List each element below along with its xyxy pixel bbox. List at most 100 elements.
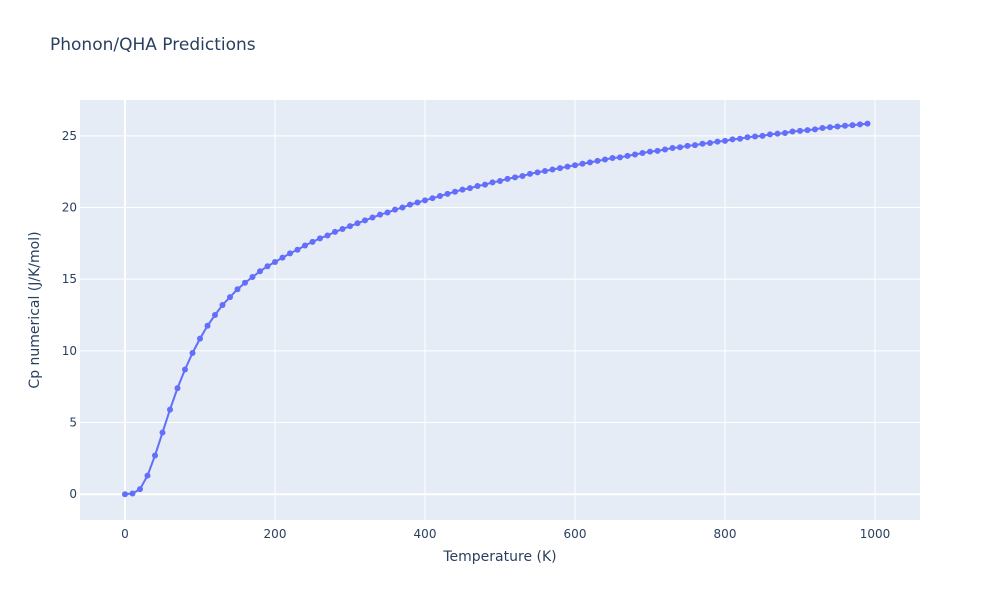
- data-point[interactable]: [332, 228, 338, 235]
- data-point[interactable]: [362, 217, 368, 224]
- data-point[interactable]: [159, 429, 166, 436]
- data-point[interactable]: [129, 490, 136, 497]
- data-point[interactable]: [422, 197, 428, 204]
- data-point[interactable]: [242, 279, 248, 286]
- data-point[interactable]: [234, 286, 241, 293]
- data-point[interactable]: [309, 238, 316, 245]
- data-point[interactable]: [767, 131, 773, 138]
- data-point[interactable]: [692, 142, 698, 149]
- data-point[interactable]: [167, 406, 173, 413]
- data-point[interactable]: [287, 250, 293, 257]
- data-point[interactable]: [849, 122, 856, 129]
- data-point[interactable]: [714, 138, 721, 145]
- data-point[interactable]: [729, 136, 736, 143]
- data-point[interactable]: [317, 235, 323, 242]
- data-point[interactable]: [489, 179, 496, 186]
- data-point[interactable]: [737, 135, 743, 142]
- data-point[interactable]: [834, 123, 841, 130]
- data-point[interactable]: [534, 169, 541, 176]
- data-point[interactable]: [429, 195, 436, 202]
- data-point[interactable]: [549, 166, 556, 173]
- data-point[interactable]: [347, 223, 353, 230]
- data-point[interactable]: [527, 170, 533, 177]
- data-point[interactable]: [399, 204, 406, 211]
- data-point[interactable]: [512, 174, 518, 181]
- data-point[interactable]: [504, 175, 511, 182]
- data-point[interactable]: [587, 159, 593, 166]
- data-point[interactable]: [617, 154, 623, 161]
- data-point[interactable]: [557, 165, 563, 172]
- data-point[interactable]: [227, 294, 233, 301]
- data-point[interactable]: [174, 385, 181, 392]
- data-point[interactable]: [452, 188, 458, 195]
- data-point[interactable]: [579, 160, 586, 167]
- data-point[interactable]: [542, 167, 548, 174]
- data-point[interactable]: [789, 128, 796, 135]
- data-point[interactable]: [722, 137, 728, 144]
- data-point[interactable]: [594, 157, 601, 164]
- data-point[interactable]: [819, 124, 826, 131]
- data-point[interactable]: [354, 220, 361, 227]
- data-point[interactable]: [467, 185, 473, 192]
- data-point[interactable]: [377, 211, 383, 218]
- data-point[interactable]: [812, 126, 818, 133]
- data-point[interactable]: [219, 301, 226, 308]
- data-point[interactable]: [204, 322, 211, 329]
- data-point[interactable]: [654, 147, 661, 154]
- data-point[interactable]: [842, 122, 848, 129]
- data-point[interactable]: [624, 152, 631, 159]
- data-point[interactable]: [609, 155, 616, 162]
- data-point[interactable]: [677, 144, 683, 151]
- data-point[interactable]: [827, 124, 833, 131]
- data-point[interactable]: [759, 132, 766, 139]
- data-point[interactable]: [302, 242, 308, 249]
- data-point[interactable]: [294, 246, 301, 253]
- data-point[interactable]: [197, 335, 203, 342]
- data-point[interactable]: [797, 127, 803, 134]
- data-point[interactable]: [497, 177, 503, 184]
- data-point[interactable]: [684, 142, 691, 149]
- data-point[interactable]: [632, 151, 638, 158]
- data-point[interactable]: [264, 263, 271, 270]
- data-point[interactable]: [137, 486, 143, 493]
- data-point[interactable]: [407, 201, 413, 208]
- data-point[interactable]: [122, 491, 128, 498]
- data-point[interactable]: [392, 206, 398, 213]
- data-point[interactable]: [857, 121, 863, 128]
- data-point[interactable]: [212, 312, 218, 319]
- data-point[interactable]: [744, 134, 751, 141]
- data-point[interactable]: [459, 186, 466, 193]
- data-point[interactable]: [384, 209, 391, 216]
- data-point[interactable]: [752, 133, 758, 140]
- data-point[interactable]: [519, 172, 526, 179]
- data-point[interactable]: [414, 199, 421, 206]
- data-point[interactable]: [474, 183, 481, 190]
- data-point[interactable]: [782, 129, 788, 136]
- data-point[interactable]: [707, 140, 713, 147]
- data-point[interactable]: [572, 162, 578, 169]
- data-point[interactable]: [864, 120, 871, 127]
- data-point[interactable]: [647, 148, 653, 155]
- data-point[interactable]: [339, 226, 346, 233]
- data-point[interactable]: [279, 254, 286, 261]
- data-point[interactable]: [444, 190, 451, 197]
- data-point[interactable]: [804, 127, 811, 134]
- data-point[interactable]: [437, 193, 443, 200]
- data-point[interactable]: [639, 150, 646, 157]
- data-point[interactable]: [144, 472, 151, 479]
- data-point[interactable]: [669, 145, 676, 152]
- data-point[interactable]: [369, 214, 376, 221]
- data-point[interactable]: [774, 130, 781, 137]
- data-point[interactable]: [602, 156, 608, 163]
- data-point[interactable]: [257, 268, 263, 275]
- data-point[interactable]: [152, 452, 158, 459]
- data-point[interactable]: [249, 274, 256, 281]
- data-point[interactable]: [324, 232, 331, 239]
- data-point[interactable]: [564, 163, 571, 170]
- data-point[interactable]: [189, 350, 196, 357]
- data-point[interactable]: [182, 366, 188, 373]
- data-point[interactable]: [272, 258, 278, 265]
- data-point[interactable]: [699, 140, 706, 147]
- data-point[interactable]: [662, 146, 668, 153]
- data-point[interactable]: [482, 181, 488, 188]
